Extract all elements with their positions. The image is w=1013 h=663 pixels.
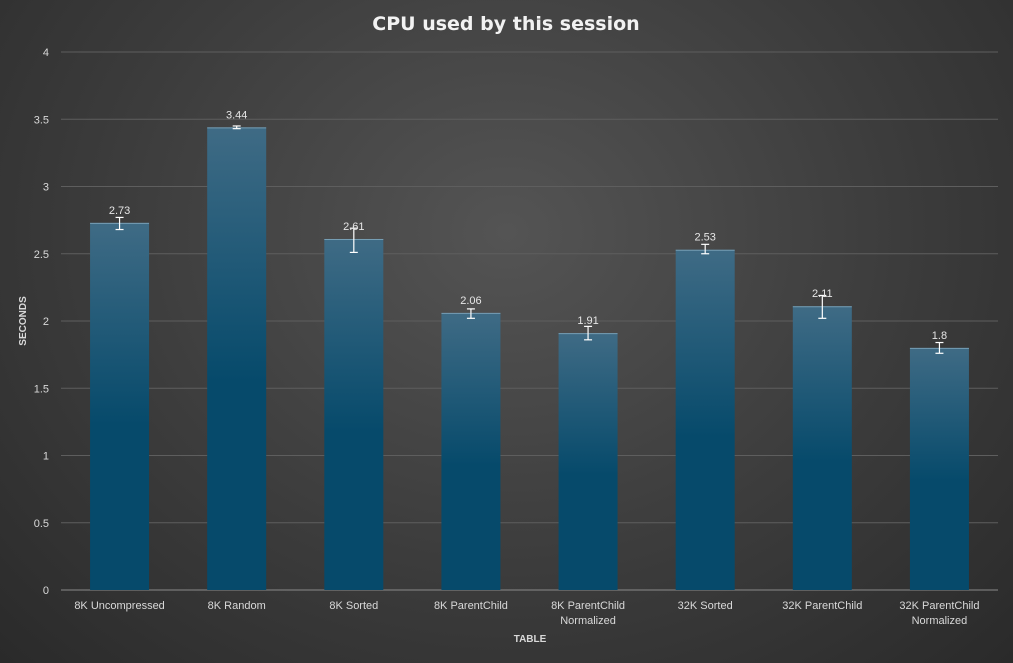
data-label: 2.06 — [460, 295, 481, 307]
bar — [792, 306, 852, 590]
bar — [558, 333, 618, 590]
y-tick-label: 4 — [43, 47, 49, 59]
bar — [441, 312, 501, 590]
x-tick-label: 8K ParentChild Normalized — [551, 600, 625, 627]
y-tick-label: 3 — [43, 182, 49, 194]
error-bar — [818, 294, 827, 319]
x-tick-label: 32K Sorted — [678, 600, 733, 612]
bar — [90, 222, 150, 590]
error-bar — [584, 325, 593, 341]
y-tick-label: 0 — [43, 585, 49, 597]
x-tick-label: 8K Uncompressed — [74, 600, 165, 612]
data-labels: 2.73 3.44 2.61 2.06 1.91 2.53 2.11 1.8 — [109, 109, 947, 342]
bar — [909, 347, 969, 590]
chart-title: CPU used by this session — [372, 13, 639, 35]
y-tick-label: 2 — [43, 316, 49, 328]
y-axis-title: SECONDS — [18, 296, 29, 346]
bars — [90, 127, 969, 590]
error-bar — [466, 308, 475, 319]
y-tick-label: 2.5 — [34, 249, 49, 261]
data-label: 2.11 — [812, 288, 833, 300]
data-label: 2.61 — [343, 221, 364, 233]
x-axis-categories: 8K Uncompressed 8K Random 8K Sorted 8K Pare… — [74, 600, 979, 627]
data-label: 1.8 — [932, 330, 947, 342]
bar — [207, 127, 267, 590]
error-bar — [935, 341, 944, 354]
error-bar — [701, 243, 710, 255]
gridlines — [61, 51, 998, 591]
y-tick-label: 1 — [43, 451, 49, 463]
error-bar — [349, 227, 358, 254]
x-tick-label: 8K Sorted — [329, 600, 378, 612]
x-tick-label: 8K Random — [208, 600, 266, 612]
y-tick-label: 3.5 — [34, 114, 49, 126]
error-bars — [115, 125, 944, 354]
data-label: 2.73 — [109, 205, 130, 217]
bar — [675, 249, 735, 590]
data-label: 2.53 — [694, 232, 715, 244]
x-tick-label: 32K ParentChild Normalized — [899, 600, 979, 627]
data-label: 1.91 — [577, 315, 598, 327]
y-axis-ticks: 0 0.5 1 1.5 2 2.5 3 3.5 4 — [34, 47, 49, 597]
bar — [324, 238, 384, 590]
error-bar — [232, 125, 241, 130]
x-tick-label: 32K ParentChild — [782, 600, 862, 612]
x-tick-label: 8K ParentChild — [434, 600, 508, 612]
y-tick-label: 1.5 — [34, 383, 49, 395]
x-axis-title: TABLE — [514, 634, 547, 645]
y-tick-label: 0.5 — [34, 518, 49, 530]
data-label: 3.44 — [226, 109, 247, 121]
error-bar — [115, 216, 124, 231]
